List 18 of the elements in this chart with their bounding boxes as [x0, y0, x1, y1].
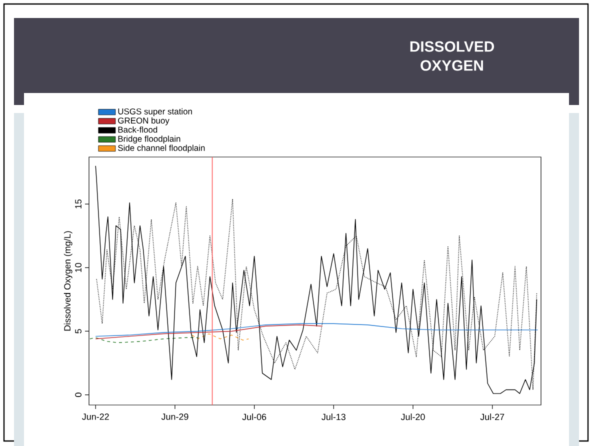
y-tick-label: 15: [75, 199, 82, 208]
legend-label: Bridge floodplain: [118, 136, 180, 144]
line-series: [95, 324, 323, 340]
x-tick-label: Jul-20: [400, 414, 425, 420]
legend-label: USGS super station: [118, 108, 192, 116]
x-tick-label: Jul-13: [322, 414, 346, 420]
legend-label: Back-flood: [118, 126, 158, 133]
x-tick-label: Jul-27: [480, 414, 504, 420]
y-tick-label: 0: [75, 392, 82, 397]
y-axis-title: Dissolved Oxygen (mg/L): [64, 231, 72, 331]
legend-label: GREON buoy: [118, 117, 170, 126]
y-tick-label: 10: [75, 263, 82, 272]
y-tick-label: 5: [75, 329, 82, 334]
x-tick-label: Jul-06: [242, 414, 266, 420]
chart-title: DISSOLVED OXYGEN: [410, 41, 494, 71]
x-tick-label: Jun-22: [82, 414, 109, 420]
legend-label: Side channel floodplain: [118, 144, 205, 153]
x-tick-label: Jun-29: [161, 414, 188, 420]
